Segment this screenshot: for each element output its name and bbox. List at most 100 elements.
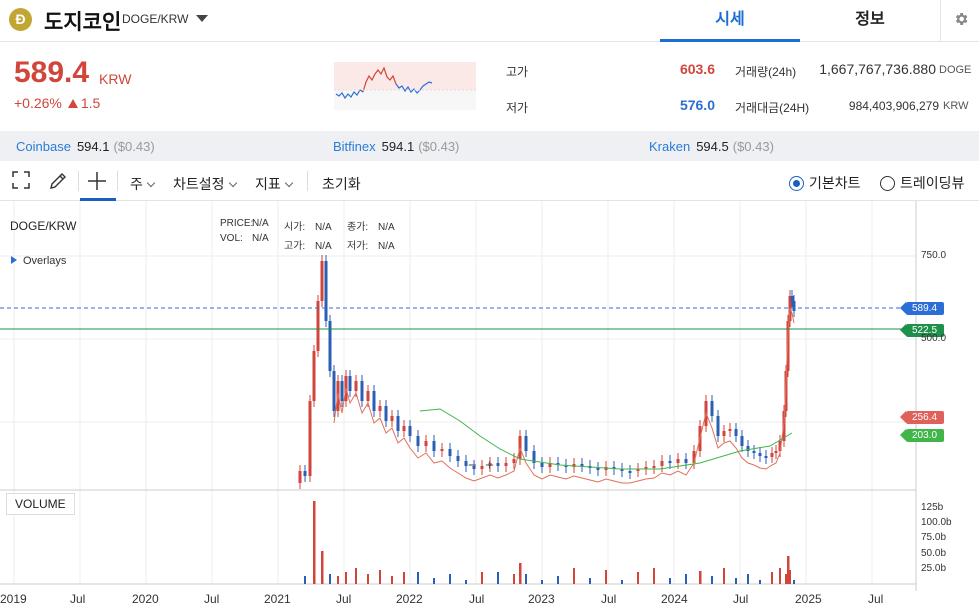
candle-body	[402, 426, 406, 431]
candle-body	[790, 296, 794, 301]
volume-bar	[304, 576, 306, 584]
x-tick-label: Jul	[868, 592, 884, 606]
volume-bar	[789, 570, 791, 584]
tradingview-radio[interactable]: 트레이딩뷰	[880, 173, 964, 193]
top-header: Ð 도지코인 DOGE/KRW 시세 정보	[0, 0, 979, 42]
price-change: +0.26% 1.5	[14, 95, 100, 111]
coin-dropdown-icon[interactable]	[196, 15, 208, 22]
candle-body	[524, 436, 528, 451]
high-label: 고가	[506, 65, 529, 79]
x-tick-label: Jul	[336, 592, 352, 606]
volume-bar	[417, 572, 419, 584]
volume-bar	[313, 501, 316, 584]
chart-settings-dropdown[interactable]: 차트설정	[173, 174, 237, 194]
gear-icon	[955, 13, 968, 25]
exchange-bitfinex[interactable]: Bitfinex 594.1 ($0.43)	[333, 139, 459, 154]
candle-body	[316, 301, 320, 351]
volume-bar	[711, 576, 713, 584]
vol-tick-label: 125b	[921, 502, 944, 513]
exchange-diff: ($0.43)	[418, 139, 460, 154]
exchange-diff: ($0.43)	[732, 139, 774, 154]
candle-body	[456, 456, 460, 461]
exchange-name[interactable]: Bitfinex	[333, 139, 376, 154]
x-tick-label: Jul	[469, 592, 485, 606]
candle-body	[440, 449, 444, 451]
candle-body	[770, 453, 774, 457]
candle-body	[644, 467, 648, 469]
price-chart[interactable]	[0, 201, 979, 612]
price-unit: KRW	[99, 71, 132, 87]
draw-pencil-icon[interactable]	[48, 171, 68, 191]
reference-line-tag: 522.5	[900, 324, 944, 337]
volume-bar	[685, 574, 687, 584]
indicators-label: 지표	[255, 176, 281, 192]
radio-unselected-icon	[880, 176, 895, 191]
candle-body	[324, 261, 328, 321]
candle-body	[710, 401, 714, 416]
volume-bar	[557, 576, 559, 584]
volume-bar	[573, 568, 575, 584]
current-price: 589.4	[14, 56, 90, 89]
candle-body	[722, 431, 726, 436]
trade-value: 984,403,906,279	[848, 99, 939, 113]
exchange-coinbase[interactable]: Coinbase 594.1 ($0.43)	[16, 139, 155, 154]
period-dropdown[interactable]: 주	[130, 174, 156, 194]
candle-body	[596, 468, 600, 470]
candle-body	[660, 461, 664, 466]
price-sparkline	[334, 62, 476, 110]
volume-bar	[723, 568, 725, 584]
volume-bar	[621, 580, 623, 584]
change-amount: 1.5	[80, 95, 101, 111]
candle-body	[448, 449, 452, 456]
candle-body	[488, 463, 492, 466]
exchange-name[interactable]: Kraken	[649, 139, 691, 154]
candle-body	[416, 436, 420, 446]
basic-chart-label: 기본차트	[809, 175, 861, 191]
candle-body	[548, 463, 552, 467]
candle-body	[332, 371, 336, 411]
candle-body	[778, 441, 782, 451]
high-value: 603.6	[679, 61, 715, 77]
candle-body	[360, 381, 364, 401]
exchange-price-bar: Coinbase 594.1 ($0.43) Bitfinex 594.1 ($0.43…	[0, 131, 979, 161]
candle-body	[390, 416, 394, 421]
candle-body	[384, 406, 388, 421]
dogecoin-logo-icon: Ð	[9, 8, 32, 31]
volume-bar	[637, 572, 639, 584]
candle-body	[464, 461, 468, 466]
x-tick-label: 2020	[132, 592, 159, 606]
volume-bar	[759, 580, 761, 584]
candle-body	[612, 467, 616, 469]
candle-body	[580, 464, 584, 466]
exchange-name[interactable]: Coinbase	[16, 139, 71, 154]
fullscreen-icon[interactable]	[12, 171, 30, 189]
candle-body	[328, 321, 332, 371]
exchange-price: 594.1	[381, 139, 415, 154]
toolbar-divider	[117, 171, 118, 191]
volume-bar	[793, 580, 795, 584]
candle-body	[792, 301, 796, 311]
trade-value-label: 거래대금(24H)	[735, 101, 810, 115]
x-tick-label: 2022	[396, 592, 423, 606]
volume-bar	[321, 551, 324, 584]
candle-body	[746, 446, 750, 451]
candle-body	[303, 471, 307, 476]
tab-price[interactable]: 시세	[660, 0, 800, 42]
tab-info[interactable]: 정보	[855, 11, 885, 28]
volume-bar	[541, 580, 543, 584]
settings-button[interactable]	[940, 0, 979, 42]
basic-chart-radio[interactable]: 기본차트	[789, 173, 861, 193]
volume-bar	[653, 568, 655, 584]
exchange-price: 594.5	[696, 139, 729, 154]
reset-button[interactable]: 초기화	[322, 176, 361, 192]
volume-bar	[787, 556, 790, 584]
candle-body	[752, 451, 756, 453]
trade-value-unit: KRW	[943, 100, 969, 112]
candle-body	[496, 463, 500, 466]
crosshair-icon[interactable]	[87, 171, 107, 191]
indicators-dropdown[interactable]: 지표	[255, 174, 294, 194]
volume-bar	[449, 574, 451, 584]
candle-body	[740, 436, 744, 446]
exchange-kraken[interactable]: Kraken 594.5 ($0.43)	[649, 139, 774, 154]
volume-bar	[771, 572, 773, 584]
